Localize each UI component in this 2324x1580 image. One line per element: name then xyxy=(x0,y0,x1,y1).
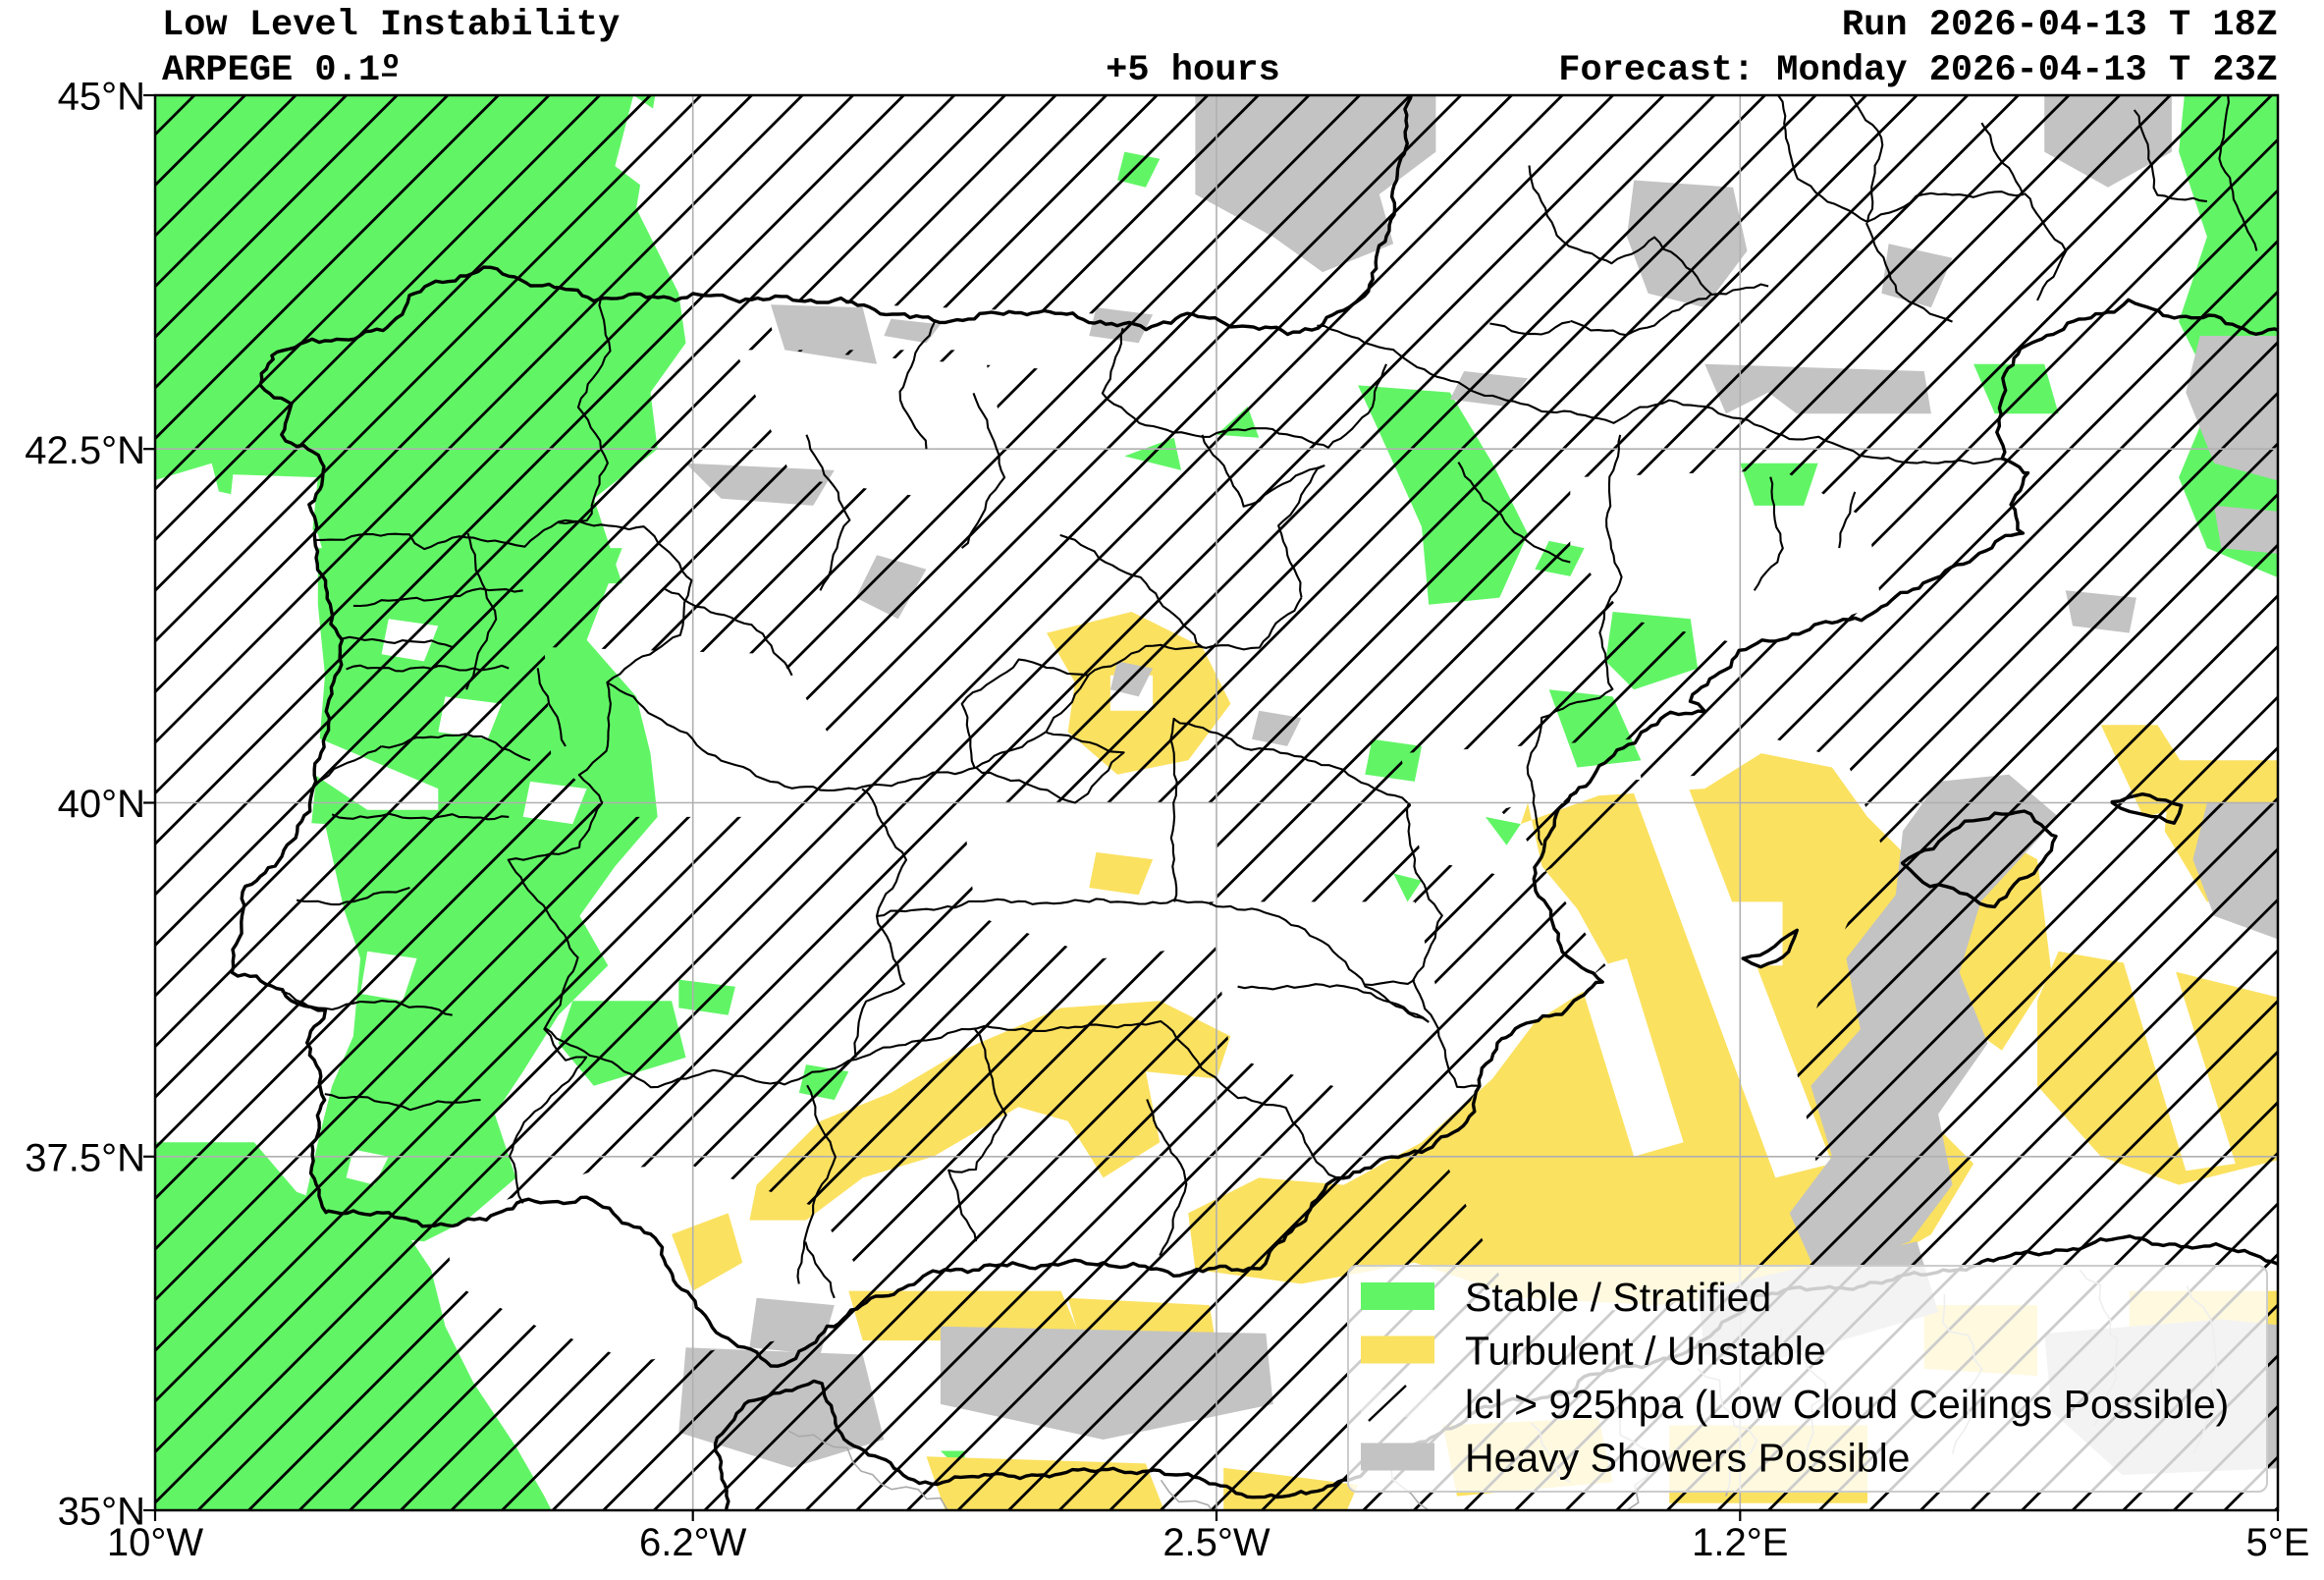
svg-text:37.5°N: 37.5°N xyxy=(25,1136,145,1179)
svg-text:Turbulent / Unstable: Turbulent / Unstable xyxy=(1465,1329,1826,1374)
svg-text:10°W: 10°W xyxy=(107,1521,203,1564)
svg-text:+5 hours: +5 hours xyxy=(1106,50,1280,91)
svg-text:Run 2026-04-13 T 18Z: Run 2026-04-13 T 18Z xyxy=(1842,5,2278,46)
svg-text:45°N: 45°N xyxy=(58,76,145,119)
svg-text:lcl > 925hpa (Low Cloud Ceilin: lcl > 925hpa (Low Cloud Ceilings Possibl… xyxy=(1465,1382,2229,1427)
svg-text:42.5°N: 42.5°N xyxy=(25,429,145,472)
svg-text:1.2°E: 1.2°E xyxy=(1692,1521,1788,1564)
svg-text:2.5°W: 2.5°W xyxy=(1162,1521,1270,1564)
svg-text:40°N: 40°N xyxy=(58,783,145,826)
svg-text:ARPEGE 0.1º: ARPEGE 0.1º xyxy=(162,50,402,91)
svg-text:Heavy Showers Possible: Heavy Showers Possible xyxy=(1465,1436,1910,1481)
svg-text:5°E: 5°E xyxy=(2246,1521,2310,1564)
svg-text:Stable / Stratified: Stable / Stratified xyxy=(1465,1275,1771,1320)
svg-text:Forecast: Monday 2026-04-13 T: Forecast: Monday 2026-04-13 T 23Z xyxy=(1558,50,2278,91)
svg-text:35°N: 35°N xyxy=(58,1491,145,1534)
svg-text:6.2°W: 6.2°W xyxy=(639,1521,747,1564)
svg-text:Low Level Instability: Low Level Instability xyxy=(162,5,620,46)
